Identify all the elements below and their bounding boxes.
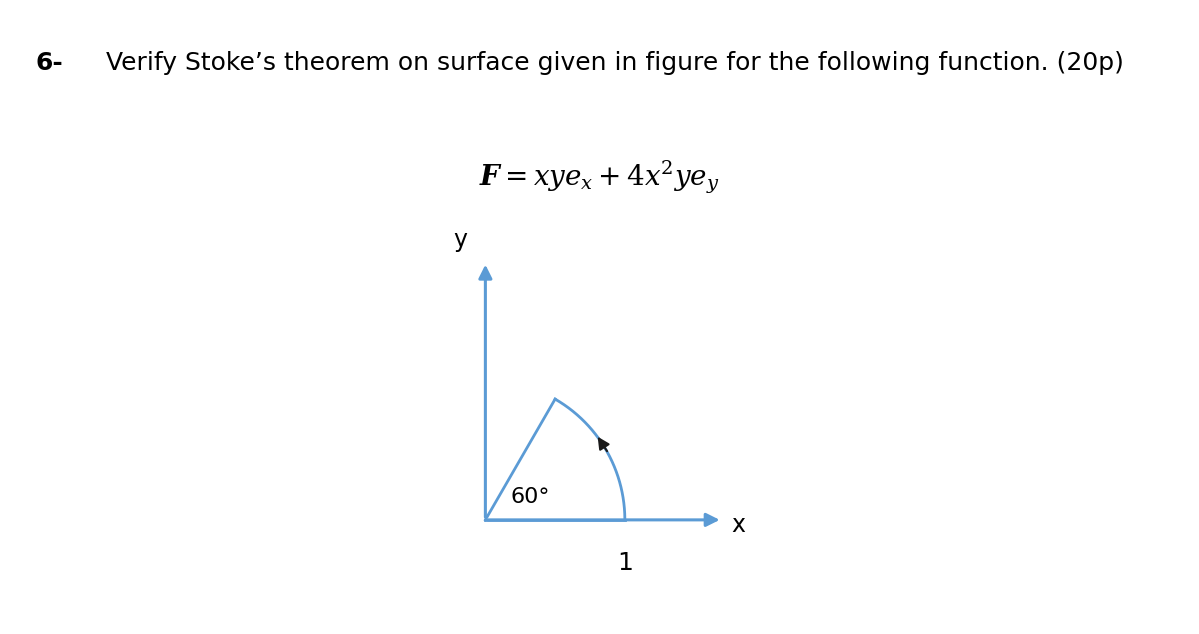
Text: Verify Stoke’s theorem on surface given in figure for the following function. (2: Verify Stoke’s theorem on surface given …	[90, 51, 1123, 75]
Text: $\boldsymbol{F} = xye_x + 4x^2ye_y$: $\boldsymbol{F} = xye_x + 4x^2ye_y$	[480, 158, 719, 196]
Text: 60°: 60°	[511, 488, 550, 507]
Text: 6-: 6-	[36, 51, 64, 75]
Text: 1: 1	[617, 550, 633, 574]
Text: y: y	[453, 228, 468, 252]
Text: x: x	[731, 514, 745, 538]
